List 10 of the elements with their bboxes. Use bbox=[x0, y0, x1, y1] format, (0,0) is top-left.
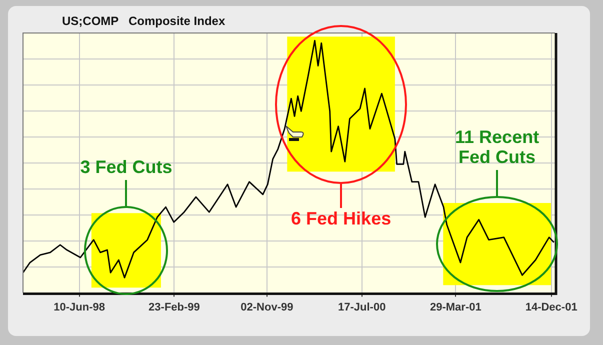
x-tick-label: 02-Nov-99 bbox=[240, 301, 294, 314]
x-tick-label: 29-Mar-01 bbox=[430, 301, 482, 314]
annotation: 11 Recent Fed Cuts bbox=[455, 127, 540, 168]
annotation: 6 Fed Hikes bbox=[291, 208, 392, 229]
x-tick-label: 10-Jun-98 bbox=[54, 301, 105, 314]
annotation: 3 Fed Cuts bbox=[80, 157, 172, 178]
x-tick-label: 23-Feb-99 bbox=[148, 301, 200, 314]
x-tick-label: 17-Jul-00 bbox=[338, 301, 386, 314]
chart-title: US;COMP Composite Index bbox=[62, 14, 226, 28]
x-tick-label: 14-Dec-01 bbox=[525, 301, 578, 314]
